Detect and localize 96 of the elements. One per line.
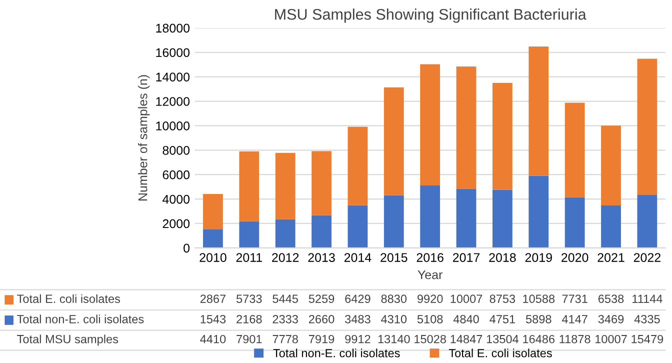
bar xyxy=(601,206,621,248)
bar xyxy=(384,87,404,196)
bar xyxy=(492,82,512,190)
y-tick-label: 0 xyxy=(184,244,190,253)
bar xyxy=(456,66,476,189)
bar xyxy=(275,152,296,220)
bar xyxy=(384,195,404,248)
x-tick-label: 2012 xyxy=(272,253,299,262)
data-label: 2867 xyxy=(200,294,226,304)
bar xyxy=(528,46,549,176)
data-label: 8830 xyxy=(381,294,407,304)
x-tick-label: 2018 xyxy=(489,253,516,262)
bar xyxy=(528,176,549,248)
text: 15028 xyxy=(414,334,446,344)
text: 16486 xyxy=(523,334,555,344)
data-label: 2168 xyxy=(236,314,262,324)
data-label: 6538 xyxy=(598,294,624,304)
bar xyxy=(203,229,223,248)
text: 11878 xyxy=(560,334,590,344)
legend-label: Total non-E. coli isolates xyxy=(17,314,144,324)
text: 4410 xyxy=(200,334,226,344)
x-tick-label: 2020 xyxy=(562,253,588,262)
bar xyxy=(275,219,296,248)
x-tick-label: 2013 xyxy=(308,253,335,262)
text: 7919 xyxy=(309,334,334,344)
data-label: 5733 xyxy=(236,294,262,304)
text: 7778 xyxy=(272,334,298,344)
text: 9912 xyxy=(345,334,370,344)
data-label: 4751 xyxy=(490,315,516,324)
text: Total E. coli isolates xyxy=(448,348,552,358)
data-label: 4335 xyxy=(634,314,660,324)
data-label: 2660 xyxy=(308,314,334,324)
x-tick-label: 2016 xyxy=(416,253,444,262)
data-label: 5445 xyxy=(272,294,298,304)
data-label: 4310 xyxy=(381,314,407,324)
bar xyxy=(637,194,658,248)
bar xyxy=(312,151,332,216)
bar xyxy=(601,126,621,206)
bar xyxy=(420,64,440,186)
data-label: 5108 xyxy=(417,314,443,324)
bar xyxy=(348,205,368,248)
y-tick-label: 10000 xyxy=(156,122,190,130)
y-tick-label: 16000 xyxy=(156,48,190,58)
y-tick-label: 18000 xyxy=(156,24,190,33)
x-tick-label: 2017 xyxy=(452,253,480,262)
text: 14847 xyxy=(450,334,482,344)
bar xyxy=(492,190,512,248)
x-axis-title: Year xyxy=(418,270,443,280)
data-label: 6429 xyxy=(345,294,370,304)
x-tick-label: 2010 xyxy=(200,253,226,262)
data-label: 11144 xyxy=(632,294,662,303)
y-tick-label: 14000 xyxy=(156,72,190,82)
x-tick-label: 2015 xyxy=(380,253,408,262)
text: 15479 xyxy=(632,334,664,344)
data-label: 8753 xyxy=(490,294,516,304)
y-tick-label: 12000 xyxy=(156,97,190,106)
bar xyxy=(564,102,585,198)
y-tick-label: 8000 xyxy=(162,146,190,155)
text: Total non-E. coli isolates xyxy=(273,348,400,358)
data-label: 2333 xyxy=(272,314,298,324)
bar xyxy=(312,215,332,248)
text: 10007 xyxy=(595,334,627,344)
x-tick-label: 2011 xyxy=(236,253,262,262)
data-label: 3469 xyxy=(598,314,624,324)
data-label: 4147 xyxy=(562,315,588,324)
bar xyxy=(239,151,260,222)
y-tick-label: 4000 xyxy=(162,194,190,204)
bar xyxy=(239,221,260,248)
data-label: 5898 xyxy=(526,314,552,324)
data-label: 10007 xyxy=(450,294,482,304)
bar xyxy=(348,126,368,206)
data-label: 9920 xyxy=(418,294,443,304)
bar xyxy=(637,58,658,195)
bar xyxy=(420,186,440,248)
bar xyxy=(564,197,585,248)
x-tick-label: 2014 xyxy=(344,253,372,262)
y-axis-title: Number of samples (n) xyxy=(138,75,150,200)
data-label: 3483 xyxy=(345,314,370,324)
bar xyxy=(456,188,476,248)
legend-label: Total E. coli isolates xyxy=(17,294,120,304)
x-tick-label: 2022 xyxy=(634,253,660,262)
data-label: 1543 xyxy=(200,314,226,324)
data-label: 5259 xyxy=(308,294,334,304)
data-label: 7731 xyxy=(562,294,588,304)
x-tick-label: 2019 xyxy=(525,253,552,262)
text: 13140 xyxy=(378,334,410,344)
data-label: 10588 xyxy=(523,294,555,304)
data-label: 4840 xyxy=(453,314,479,324)
chart-title: MSU Samples Showing Significant Bacteriuria xyxy=(275,8,586,23)
y-tick-label: 2000 xyxy=(162,219,190,228)
text: 13504 xyxy=(486,334,519,344)
y-tick-label: 6000 xyxy=(162,170,190,180)
text: Total MSU samples xyxy=(17,334,118,346)
text: 7901 xyxy=(236,334,262,344)
x-tick-label: 2021 xyxy=(598,253,624,262)
bar xyxy=(203,194,223,230)
